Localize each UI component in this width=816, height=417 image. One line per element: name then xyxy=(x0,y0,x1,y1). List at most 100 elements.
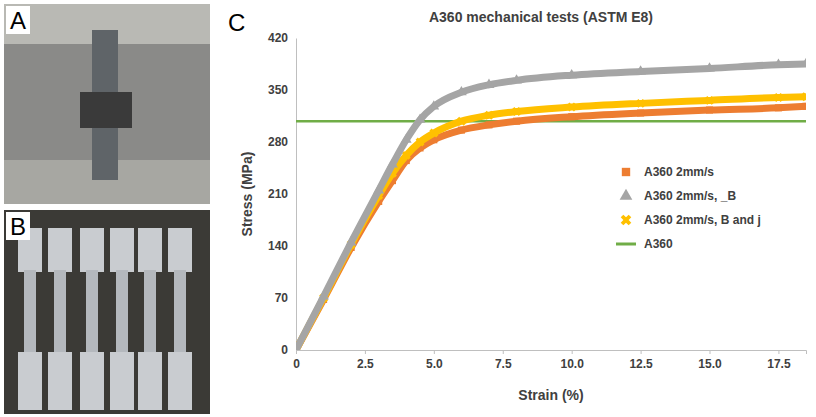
series-markers xyxy=(296,90,806,350)
series-line xyxy=(296,64,806,350)
marker xyxy=(802,103,806,110)
series-line xyxy=(296,106,806,350)
photo-b-specimen xyxy=(24,270,36,354)
y-axis: 0 70 140 210 280 350 420 xyxy=(268,31,297,357)
y-tick: 140 xyxy=(268,239,296,253)
panel-letter-bg xyxy=(6,212,30,240)
series-markers xyxy=(296,58,806,350)
marker xyxy=(484,79,495,88)
photo-b-specimen xyxy=(168,352,192,410)
marker xyxy=(455,114,468,127)
series-markers xyxy=(296,103,806,350)
panel-letter: A xyxy=(10,7,26,34)
figure: ABCA360 mechanical tests (ASTM E8)02.55.… xyxy=(0,0,816,417)
x-tick: 2.5 xyxy=(357,350,374,371)
photo-b-specimen xyxy=(110,352,134,410)
marker xyxy=(706,107,713,114)
marker xyxy=(775,104,782,111)
x-tick-mark xyxy=(296,350,297,354)
photo-b-specimen xyxy=(54,270,66,354)
x-tick: 12.5 xyxy=(629,350,653,371)
legend-symbol xyxy=(622,168,630,176)
x-tick-label: 0 xyxy=(293,357,300,371)
y-tick: 420 xyxy=(268,31,296,45)
y-tick-label: 280 xyxy=(268,135,288,149)
marker xyxy=(799,90,806,103)
x-tick-label: 5.0 xyxy=(426,357,443,371)
x-tick-label: 2.5 xyxy=(357,357,374,371)
y-tick-label: 70 xyxy=(275,291,289,305)
x-tick-mark xyxy=(365,350,366,354)
marker xyxy=(565,100,578,113)
photo-b-specimen xyxy=(48,352,72,410)
marker xyxy=(428,100,439,109)
photo-b-specimen xyxy=(18,352,42,410)
photo-b-specimen xyxy=(144,270,156,354)
x-tick-mark xyxy=(778,350,779,354)
panel-letter-bg xyxy=(6,6,30,34)
series-line xyxy=(296,97,806,350)
photo-b-specimen xyxy=(48,228,72,272)
photo-b-specimen xyxy=(174,270,186,354)
y-tick-label: 140 xyxy=(268,239,288,253)
photos xyxy=(4,4,210,414)
marker xyxy=(346,236,357,245)
marker xyxy=(704,62,715,71)
x-tick-mark xyxy=(641,350,642,354)
marker xyxy=(703,94,716,107)
photo-a-extensometer xyxy=(80,92,132,128)
x-axis-title: Strain (%) xyxy=(518,387,583,403)
marker xyxy=(637,109,644,116)
legend-label: A360 2mm/s, _B xyxy=(644,189,736,203)
x-tick-mark xyxy=(710,350,711,354)
y-tick-label: 0 xyxy=(281,343,288,357)
x-tick-label: 15.0 xyxy=(698,357,722,371)
photo-b-specimen xyxy=(110,228,134,272)
x-tick-mark xyxy=(572,350,573,354)
marker xyxy=(635,65,646,74)
marker xyxy=(566,69,577,78)
marker xyxy=(510,105,523,118)
marker xyxy=(511,74,522,83)
marker xyxy=(401,134,412,143)
y-tick-label: 350 xyxy=(268,83,288,97)
x-tick: 0 xyxy=(293,350,300,371)
photo-b-specimen xyxy=(168,228,192,272)
marker xyxy=(413,135,426,148)
x-axis-line xyxy=(297,351,807,355)
x-tick-label: 12.5 xyxy=(629,357,653,371)
photo-b-specimen xyxy=(138,228,162,272)
photo-b-specimen xyxy=(86,270,98,354)
y-tick: 210 xyxy=(268,187,296,201)
x-tick: 7.5 xyxy=(495,350,512,371)
legend-symbol xyxy=(616,243,636,246)
x-tick: 5.0 xyxy=(426,350,443,371)
marker xyxy=(387,158,398,167)
panel-letter: B xyxy=(10,213,26,240)
marker xyxy=(801,58,806,67)
y-tick-label: 210 xyxy=(268,187,288,201)
y-axis-title: Stress (MPa) xyxy=(239,152,255,237)
x-tick-label: 10.0 xyxy=(560,357,584,371)
y-axis-line xyxy=(296,39,297,351)
y-tick: 280 xyxy=(268,135,296,149)
x-tick: 10.0 xyxy=(560,350,584,371)
marker xyxy=(415,114,426,123)
legend: A360 2mm/sA360 2mm/s, _BA360 2mm/s, B an… xyxy=(616,165,761,251)
legend-symbol xyxy=(620,189,633,200)
marker xyxy=(427,126,440,139)
panel-letter: C xyxy=(228,9,245,36)
legend-label: A360 xyxy=(644,237,673,251)
y-tick: 350 xyxy=(268,83,296,97)
photo-b-specimen xyxy=(116,270,128,354)
x-tick-mark xyxy=(503,350,504,354)
photo-a xyxy=(4,4,210,204)
legend-label: A360 2mm/s xyxy=(644,165,714,179)
x-tick-mark xyxy=(434,350,435,354)
marker xyxy=(318,290,329,299)
legend-symbol xyxy=(618,212,634,228)
marker xyxy=(513,118,520,125)
x-tick-label: 7.5 xyxy=(495,357,512,371)
photo-b-specimen xyxy=(138,352,162,410)
marker xyxy=(772,91,785,104)
